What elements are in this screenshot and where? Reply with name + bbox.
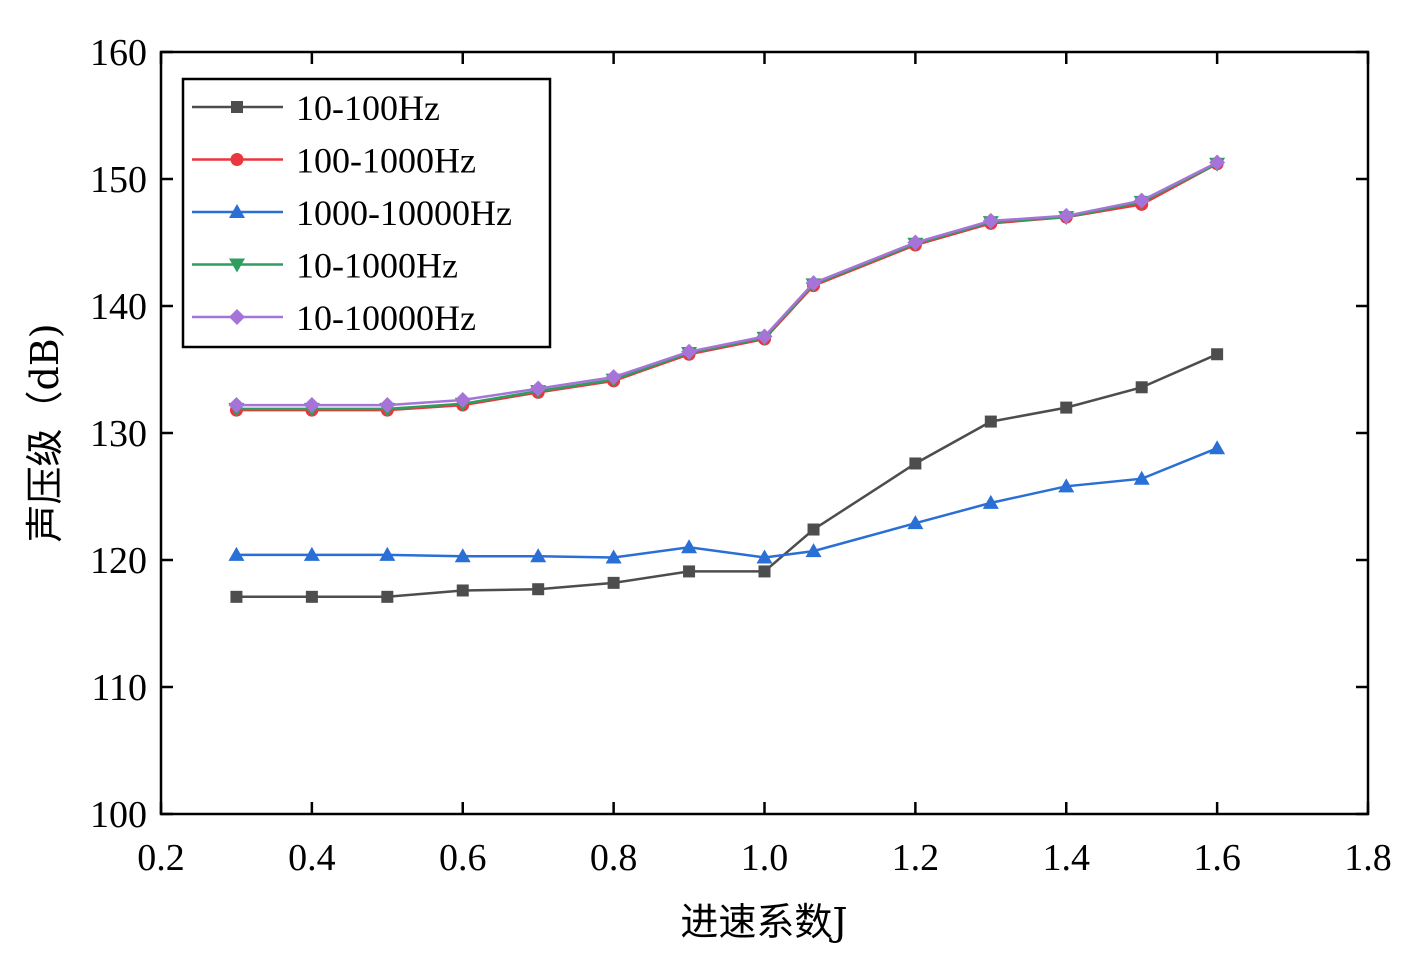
data-point: [381, 590, 394, 603]
data-point: [1209, 154, 1226, 171]
y-tick-label: 160: [90, 32, 147, 74]
data-point: [305, 590, 318, 603]
data-point: [756, 549, 773, 564]
x-tick-label: 0.2: [137, 837, 185, 879]
legend-label: 1000-10000Hz: [296, 193, 512, 233]
x-tick-label: 0.6: [439, 837, 487, 879]
legend-item: 10-100Hz: [192, 88, 440, 128]
series-line: [236, 447, 1218, 559]
y-tick-label: 140: [90, 286, 147, 328]
axis-ticks: 0.2 0.4 0.6 0.8 1.0 1.2 1.4 1.6 1.8 100 110 120 130 1…: [90, 32, 1392, 879]
data-point: [1058, 478, 1075, 493]
y-axis-title: 声压级（dB): [23, 323, 67, 542]
x-tick-label: 1.2: [892, 837, 940, 879]
data-point: [907, 515, 924, 530]
y-tick-label: 130: [90, 413, 147, 455]
data-point: [607, 576, 620, 589]
data-point: [230, 590, 243, 603]
data-point: [303, 546, 320, 561]
data-point: [907, 234, 924, 251]
data-point: [909, 457, 922, 470]
y-tick-label: 100: [90, 794, 147, 836]
data-point: [681, 343, 698, 360]
data-point: [982, 212, 999, 229]
data-point: [982, 494, 999, 509]
y-tick-label: 110: [91, 667, 147, 709]
x-tick-label: 1.4: [1043, 837, 1091, 879]
data-point: [1060, 401, 1073, 414]
data-point: [683, 565, 696, 578]
x-tick-label: 1.0: [741, 837, 789, 879]
series-layer: [228, 154, 1226, 603]
data-point: [532, 583, 545, 596]
x-tick-label: 1.6: [1193, 837, 1241, 879]
legend: 10-100Hz 100-1000Hz 1000-10000Hz 10-1000Hz 1…: [181, 77, 552, 349]
series-10-10000Hz: [228, 154, 1226, 414]
data-point: [454, 391, 471, 408]
data-point: [379, 397, 396, 414]
legend-item: 10-10000Hz: [192, 298, 476, 338]
data-point: [1133, 470, 1150, 485]
data-point: [454, 548, 471, 563]
x-tick-label: 0.4: [288, 837, 336, 879]
series-line: [236, 353, 1218, 599]
data-point: [1058, 207, 1075, 224]
data-point: [379, 546, 396, 561]
data-point: [756, 328, 773, 345]
data-point: [1135, 381, 1148, 394]
data-point: [1209, 440, 1226, 455]
legend-marker: [229, 309, 245, 325]
legend-marker: [231, 101, 243, 113]
legend-label: 10-100Hz: [296, 88, 440, 128]
data-point: [530, 548, 547, 563]
data-point: [228, 546, 245, 561]
data-point: [807, 523, 820, 536]
legend-item: 1000-10000Hz: [192, 193, 512, 233]
data-point: [605, 369, 622, 386]
legend-item: 10-1000Hz: [192, 246, 458, 286]
data-point: [758, 565, 771, 578]
data-point: [228, 397, 245, 414]
legend-label: 10-10000Hz: [296, 298, 476, 338]
legend-marker: [229, 258, 245, 273]
data-point: [805, 543, 822, 558]
data-point: [1133, 192, 1150, 209]
x-axis-title: 进速系数J: [680, 900, 847, 944]
data-point: [681, 539, 698, 554]
series-line: [236, 161, 1218, 407]
data-point: [605, 549, 622, 564]
series-1000-10000Hz: [228, 440, 1226, 564]
data-point: [303, 397, 320, 414]
data-point: [805, 275, 822, 292]
y-tick-label: 120: [90, 540, 147, 582]
legend-label: 100-1000Hz: [296, 141, 476, 181]
data-point: [1211, 348, 1224, 361]
legend-marker: [229, 204, 245, 218]
data-point: [530, 380, 547, 397]
legend-item: 100-1000Hz: [192, 141, 476, 181]
x-tick-label: 0.8: [590, 837, 638, 879]
series-10-100Hz: [230, 348, 1224, 603]
data-point: [456, 584, 469, 597]
series-line: [236, 162, 1218, 411]
data-point: [984, 415, 997, 428]
x-tick-label: 1.8: [1344, 837, 1392, 879]
y-tick-label: 150: [90, 159, 147, 201]
legend-marker: [230, 153, 244, 166]
legend-label: 10-1000Hz: [296, 246, 458, 286]
